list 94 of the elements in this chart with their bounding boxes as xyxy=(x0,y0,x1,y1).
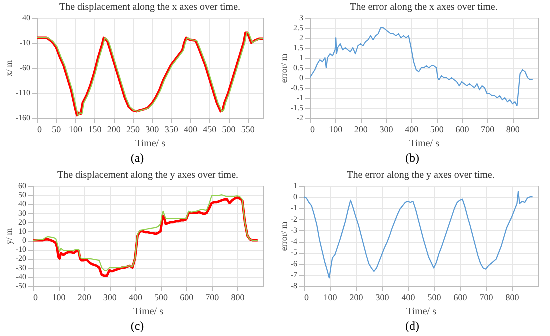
x-tick-label: 700 xyxy=(206,292,220,302)
x-tick-label: 200 xyxy=(350,292,364,302)
x-tick-label: 100 xyxy=(69,124,84,134)
x-tick-label: 400 xyxy=(184,124,198,134)
y-tick-label: 40 xyxy=(18,200,26,209)
line-series xyxy=(310,27,534,107)
chart-title: The error along the x axes over time. xyxy=(350,2,498,13)
x-tick-label: 0 xyxy=(34,292,38,302)
chart-title: The displacement along the x axes over time. xyxy=(59,2,241,13)
x-tick-label: 800 xyxy=(231,292,246,302)
x-tick-label: 350 xyxy=(164,124,179,134)
y-tick-label: 20 xyxy=(18,218,26,227)
y-axis-title: error/ m xyxy=(278,54,289,84)
y-tick-label: -110 xyxy=(16,88,30,98)
y-tick-label: 0 xyxy=(294,192,298,202)
x-tick-label: 600 xyxy=(456,124,470,134)
text: (d) xyxy=(404,318,420,334)
x-tick-label: 200 xyxy=(78,292,92,302)
x-tick-label: 500 xyxy=(430,124,444,134)
y-tick-label: -8 xyxy=(290,282,298,290)
chart-title: The error along the y axes over time. xyxy=(347,170,495,181)
x-tick-label: 250 xyxy=(126,124,141,134)
y-tick-label: -10 xyxy=(16,245,26,254)
y-axis-title: x/ m xyxy=(4,60,14,77)
x-tick-label: 450 xyxy=(203,124,218,134)
y-tick-label: 40 xyxy=(22,14,30,22)
y-tick-label: -1.5 xyxy=(290,104,304,112)
text: (b) xyxy=(404,150,420,166)
y-tick-label: -160 xyxy=(16,114,30,122)
y-tick-label: 0 xyxy=(22,236,26,246)
x-tick-label: 550 xyxy=(241,124,256,134)
x-tick-label: 400 xyxy=(402,292,416,302)
y-axis-title: error/ m xyxy=(278,222,289,252)
y-axis-title: y/ m xyxy=(4,228,14,245)
y-tick-label: -0.5 xyxy=(290,84,304,92)
y-tick-label: -60 xyxy=(20,64,30,72)
x-tick-label: 300 xyxy=(146,124,160,134)
x-tick-label: 100 xyxy=(329,124,344,134)
x-tick-label: 0 xyxy=(310,124,316,134)
y-tick-label: -4 xyxy=(290,237,298,246)
x-tick-label: 200 xyxy=(354,124,368,134)
y-tick-label: -1 xyxy=(296,94,304,102)
x-tick-label: 800 xyxy=(506,292,520,302)
x-tick-label: 400 xyxy=(405,124,420,134)
y-tick-label: -10 xyxy=(20,38,30,48)
x-tick-label: 500 xyxy=(222,124,236,134)
x-tick-label: 100 xyxy=(324,292,338,302)
x-tick-label: 800 xyxy=(506,124,520,134)
y-tick-label: -40 xyxy=(16,272,26,282)
x-axis-title: Time/ s xyxy=(406,306,437,318)
y-tick-label: 60 xyxy=(18,182,26,190)
y-tick-label: -2 xyxy=(290,214,298,224)
y-tick-label: 0.5 xyxy=(294,64,304,72)
x-tick-label: 400 xyxy=(128,292,143,302)
x-tick-label: 700 xyxy=(480,292,494,302)
x-tick-label: 500 xyxy=(154,292,169,302)
x-tick-label: 300 xyxy=(103,292,118,302)
line-series xyxy=(304,191,534,279)
x-tick-label: 150 xyxy=(88,124,102,134)
x-tick-label: 600 xyxy=(180,292,194,302)
x-tick-label: 300 xyxy=(380,124,394,134)
x-tick-label: 300 xyxy=(376,292,390,302)
y-tick-label: 30 xyxy=(18,208,26,218)
x-tick-label: 50 xyxy=(52,124,62,134)
y-tick-label: -30 xyxy=(16,263,26,272)
x-tick-label: 500 xyxy=(428,292,442,302)
y-tick-label: 3 xyxy=(300,14,304,22)
text: (c) xyxy=(130,318,146,334)
y-tick-label: 1 xyxy=(300,54,304,62)
y-tick-label: -50 xyxy=(16,282,26,290)
y-tick-label: -3 xyxy=(290,226,298,235)
y-tick-label: 50 xyxy=(18,190,26,200)
x-tick-label: 100 xyxy=(52,292,66,302)
y-tick-label: -6 xyxy=(290,259,298,268)
x-axis-title: Time/ s xyxy=(134,306,164,318)
y-tick-label: 1 xyxy=(294,182,298,190)
y-tick-label: 1.5 xyxy=(294,44,304,52)
x-axis-title: Time/ s xyxy=(136,138,166,150)
y-tick-label: 10 xyxy=(18,226,26,236)
y-tick-label: 2 xyxy=(300,34,304,42)
y-tick-label: -2 xyxy=(296,114,304,122)
y-tick-label: -1 xyxy=(290,204,298,213)
y-tick-label: -7 xyxy=(290,270,298,280)
chart-title: The displacement along the y axes over time. xyxy=(57,170,239,181)
y-tick-label: -20 xyxy=(16,254,26,264)
x-axis-title: Time/ s xyxy=(410,138,440,150)
y-tick-label: 0 xyxy=(300,74,304,82)
x-tick-label: 0 xyxy=(38,124,42,134)
y-tick-label: 2.5 xyxy=(294,24,304,32)
x-tick-label: 700 xyxy=(481,124,496,134)
x-tick-label: 600 xyxy=(454,292,468,302)
x-tick-label: 200 xyxy=(107,124,122,134)
text: (a) xyxy=(130,150,146,166)
y-tick-label: -5 xyxy=(290,248,298,258)
